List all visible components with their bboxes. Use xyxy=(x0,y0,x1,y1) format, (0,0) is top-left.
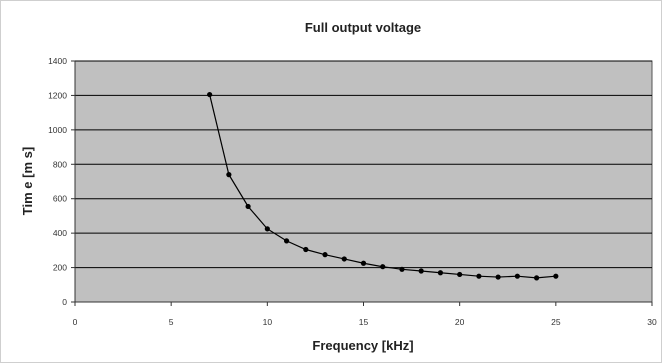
data-point xyxy=(514,273,520,279)
y-tick-label: 1000 xyxy=(48,125,67,135)
data-point xyxy=(457,271,463,278)
data-point xyxy=(207,91,213,98)
data-point xyxy=(226,172,232,178)
y-tick-label: 1200 xyxy=(48,90,67,100)
data-points xyxy=(207,91,559,281)
x-tick-label: 0 xyxy=(73,317,78,327)
data-point xyxy=(399,266,405,272)
data-point xyxy=(553,273,559,279)
data-point xyxy=(495,274,501,280)
x-axis-label: Frequency [kHz] xyxy=(312,338,413,353)
x-tick-label: 30 xyxy=(647,317,657,327)
data-point xyxy=(341,256,347,262)
x-axis-ticks: 0 5 10 15 20 25 30 xyxy=(73,302,657,327)
data-point xyxy=(283,238,290,244)
data-point xyxy=(418,268,424,274)
x-tick-label: 15 xyxy=(359,317,369,327)
y-axis-ticks: 0 200 400 600 800 1000 1200 1400 xyxy=(48,56,75,307)
gridlines xyxy=(75,60,652,269)
x-tick-label: 25 xyxy=(551,317,561,327)
y-tick-label: 400 xyxy=(53,228,67,238)
x-tick-label: 10 xyxy=(263,317,273,327)
y-tick-label: 1400 xyxy=(48,56,67,66)
y-tick-label: 800 xyxy=(53,159,67,169)
data-point xyxy=(476,273,482,279)
chart-title: Full output voltage xyxy=(305,20,421,35)
data-point xyxy=(534,275,540,281)
data-point xyxy=(360,260,367,266)
y-tick-label: 0 xyxy=(62,297,67,307)
data-point xyxy=(437,270,444,276)
y-tick-label: 200 xyxy=(53,263,67,273)
x-tick-label: 5 xyxy=(169,317,174,327)
data-point xyxy=(322,252,328,258)
x-tick-label: 20 xyxy=(455,317,465,327)
data-point xyxy=(245,203,251,210)
data-point xyxy=(380,264,386,270)
data-point xyxy=(264,226,270,232)
data-point xyxy=(303,246,309,253)
y-axis-label: Tim e [m s] xyxy=(20,147,35,215)
y-tick-label: 600 xyxy=(53,194,67,204)
